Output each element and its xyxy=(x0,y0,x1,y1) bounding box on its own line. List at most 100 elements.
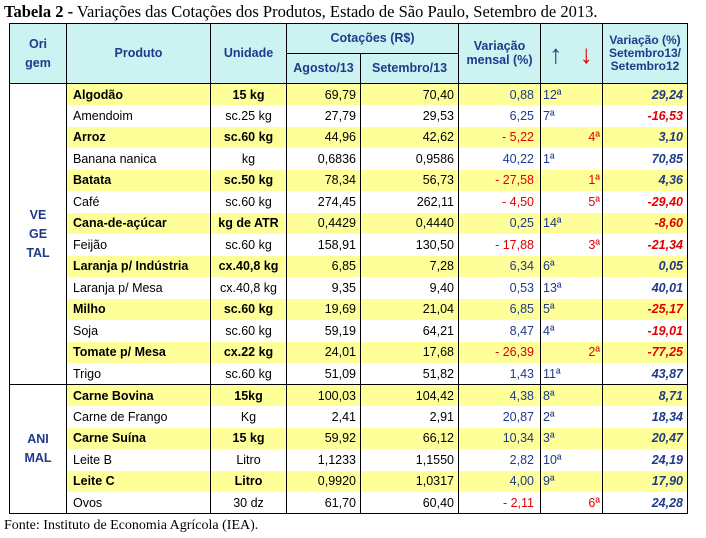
product-name: Laranja p/ Mesa xyxy=(66,277,211,299)
monthly-variation: 20,87 xyxy=(458,406,541,428)
price-september: 17,68 xyxy=(360,341,459,363)
price-table: Ori gem Produto Unidade Cotações (R$) Var… xyxy=(9,23,688,514)
table-body: VE GE TAL Algodão 15 kg 69,79 70,40 0,88 12ª 29,2… xyxy=(9,83,688,514)
product-name: Ovos xyxy=(66,492,211,514)
annual-variation: 20,47 xyxy=(602,427,688,449)
table-row: ANI MAL Carne Bovina 15kg 100,03 104,42 4,38 8ª… xyxy=(9,384,688,514)
annual-variation: 0,05 xyxy=(602,255,688,277)
rank-up: 8ª xyxy=(540,384,571,406)
price-september: 0,4440 xyxy=(360,212,459,234)
product-name: Carne Suína xyxy=(66,427,211,449)
rank-down xyxy=(570,470,603,492)
price-september: 104,42 xyxy=(360,384,459,406)
product-name: Milho xyxy=(66,298,211,320)
annual-variation: -29,40 xyxy=(602,191,688,213)
caption-prefix: Tabela 2 - xyxy=(4,2,74,21)
rank-up xyxy=(540,169,571,191)
monthly-variation: 40,22 xyxy=(458,148,541,170)
price-september: 1,1550 xyxy=(360,449,459,471)
annual-variation: -16,53 xyxy=(602,105,688,127)
price-september: 42,62 xyxy=(360,126,459,148)
price-september: 262,11 xyxy=(360,191,459,213)
monthly-variation: 4,00 xyxy=(458,470,541,492)
table-row: Feijão sc.60 kg 158,91 130,50- 17,88 3ª -21,3… xyxy=(10,234,688,256)
unit: sc.60 kg xyxy=(210,363,287,385)
rank-down xyxy=(570,298,603,320)
rank-down xyxy=(570,363,603,385)
product-name: Leite C xyxy=(66,470,211,492)
table-caption: Tabela 2 - Variações das Cotações dos Pr… xyxy=(4,2,598,22)
annual-variation: -77,25 xyxy=(602,341,688,363)
price-august: 0,9920 xyxy=(286,470,361,492)
rank-up: 14ª xyxy=(540,212,571,234)
product-name: Soja xyxy=(66,320,211,342)
table-row: Trigo sc.60 kg 51,09 51,82 1,43 11ª 43,87 xyxy=(10,363,688,385)
rank-down: 5ª xyxy=(570,191,603,213)
group-vegetal: VE GE TAL xyxy=(9,83,67,385)
header-variacao-anual: Variação (%) Setembro13/Setembro12 xyxy=(602,23,688,84)
unit: sc.50 kg xyxy=(210,169,287,191)
product-name: Feijão xyxy=(66,234,211,256)
table-row: Batata sc.50 kg 78,34 56,73- 27,58 1ª 4,36 xyxy=(10,169,688,191)
table-row: Milho sc.60 kg 19,69 21,04 6,85 5ª -25,17 xyxy=(10,298,688,320)
header-setembro: Setembro/13 xyxy=(360,53,459,84)
down-arrow-icon: ↓ xyxy=(570,23,603,84)
annual-variation: 4,36 xyxy=(602,169,688,191)
price-august: 69,79 xyxy=(286,83,361,105)
table-row: Soja sc.60 kg 59,19 64,21 8,47 4ª -19,01 xyxy=(10,320,688,342)
table-row: Cana-de-açúcar kg de ATR 0,4429 0,4440 0,25 1… xyxy=(10,212,688,234)
table-row: Laranja p/ Mesa cx.40,8 kg 9,35 9,40 0,53 13ª… xyxy=(10,277,688,299)
product-name: Amendoim xyxy=(66,105,211,127)
rank-down: 4ª xyxy=(570,126,603,148)
annual-variation: 29,24 xyxy=(602,83,688,105)
header-origem: Ori gem xyxy=(9,23,67,84)
rank-down xyxy=(570,449,603,471)
annual-variation: 3,10 xyxy=(602,126,688,148)
price-august: 61,70 xyxy=(286,492,361,514)
rank-down xyxy=(570,105,603,127)
rank-down: 2ª xyxy=(570,341,603,363)
rank-down xyxy=(570,83,603,105)
price-september: 21,04 xyxy=(360,298,459,320)
product-name: Carne Bovina xyxy=(66,384,211,406)
price-september: 51,82 xyxy=(360,363,459,385)
annual-variation: 24,28 xyxy=(602,492,688,514)
monthly-variation: 6,25 xyxy=(458,105,541,127)
unit: Kg xyxy=(210,406,287,428)
price-september: 60,40 xyxy=(360,492,459,514)
unit: sc.60 kg xyxy=(210,126,287,148)
unit: sc.60 kg xyxy=(210,320,287,342)
monthly-variation: 2,82 xyxy=(458,449,541,471)
rank-up xyxy=(540,341,571,363)
unit: 15kg xyxy=(210,384,287,406)
price-august: 274,45 xyxy=(286,191,361,213)
price-august: 19,69 xyxy=(286,298,361,320)
price-september: 7,28 xyxy=(360,255,459,277)
group-animal: ANI MAL xyxy=(9,384,67,514)
monthly-variation: 6,85 xyxy=(458,298,541,320)
monthly-variation: - 26,39 xyxy=(458,341,541,363)
rank-up: 4ª xyxy=(543,323,555,338)
unit: sc.60 kg xyxy=(210,191,287,213)
table-row: VE GE TAL Algodão 15 kg 69,79 70,40 0,88 12ª 29,2… xyxy=(9,83,688,385)
monthly-variation: - 2,11 xyxy=(458,492,541,514)
price-august: 24,01 xyxy=(286,341,361,363)
rank-up xyxy=(541,234,571,256)
product-name: Laranja p/ Indústria xyxy=(66,255,211,277)
rank-down xyxy=(570,406,603,428)
price-august: 0,6836 xyxy=(286,148,361,170)
price-august: 59,92 xyxy=(286,427,361,449)
price-september: 0,9586 xyxy=(360,148,459,170)
price-september: 56,73 xyxy=(360,169,459,191)
table-row: Amendoim sc.25 kg 27,79 29,53 6,25 7ª -16,53 xyxy=(10,105,688,127)
table-row: Banana nanica kg 0,6836 0,9586 40,22 1ª 70,85 xyxy=(10,148,688,170)
annual-variation: 40,01 xyxy=(602,277,688,299)
rank-up: 7ª xyxy=(543,108,555,123)
monthly-variation: - 17,88 xyxy=(458,234,541,256)
monthly-variation: 10,34 xyxy=(458,427,541,449)
rank-down xyxy=(570,255,603,277)
table-row: Laranja p/ Indústria cx.40,8 kg 6,85 7,28 6,… xyxy=(10,255,688,277)
price-august: 78,34 xyxy=(286,169,361,191)
price-september: 70,40 xyxy=(360,83,459,105)
product-name: Carne de Frango xyxy=(66,406,211,428)
